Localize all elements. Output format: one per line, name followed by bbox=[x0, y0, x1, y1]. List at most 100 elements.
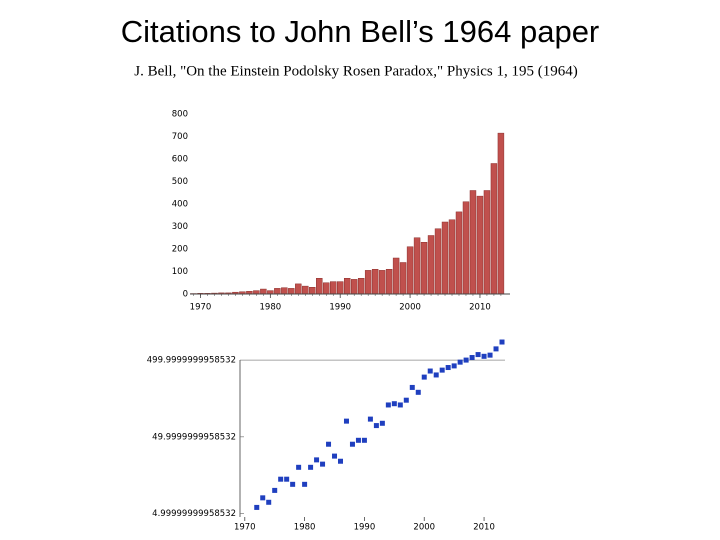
bar bbox=[364, 270, 372, 295]
point bbox=[457, 359, 463, 365]
point bbox=[475, 352, 481, 358]
bar bbox=[406, 246, 414, 295]
y-tick-label: 600 bbox=[172, 155, 188, 165]
point bbox=[391, 401, 397, 407]
bar bbox=[309, 287, 316, 295]
point bbox=[332, 453, 338, 459]
bar bbox=[462, 201, 470, 295]
point bbox=[445, 365, 451, 371]
point bbox=[373, 423, 379, 429]
y-tick-label: 0 bbox=[183, 290, 188, 300]
x-tick-label: 2000 bbox=[413, 523, 435, 533]
bar bbox=[302, 285, 309, 295]
point bbox=[409, 384, 415, 390]
y-tick-label: 500 bbox=[172, 177, 188, 187]
point bbox=[481, 353, 487, 359]
bar bbox=[385, 269, 393, 295]
point bbox=[320, 461, 326, 467]
slide-title: Citations to John Bell’s 1964 paper bbox=[121, 14, 600, 49]
bar bbox=[260, 288, 267, 295]
bar bbox=[497, 132, 505, 295]
point bbox=[469, 355, 475, 361]
y-tick-label: 700 bbox=[172, 132, 188, 142]
point bbox=[272, 487, 278, 493]
point bbox=[421, 374, 427, 380]
y-tick-label: 200 bbox=[172, 245, 188, 255]
x-tick-label: 1970 bbox=[234, 523, 256, 533]
y-tick-label: 100 bbox=[172, 267, 188, 277]
y-tick-label: 800 bbox=[172, 110, 188, 120]
point bbox=[451, 363, 457, 369]
x-tick-label: 1980 bbox=[260, 303, 282, 313]
x-tick-label: 1990 bbox=[329, 303, 351, 313]
x-tick-label: 2000 bbox=[399, 303, 421, 313]
bar bbox=[434, 228, 442, 295]
y-tick-label: 499.9999999958532 bbox=[147, 356, 236, 366]
bar bbox=[253, 290, 260, 295]
point bbox=[337, 458, 343, 464]
bar bbox=[288, 288, 295, 295]
point bbox=[487, 352, 493, 358]
x-tick-label: 1980 bbox=[294, 523, 316, 533]
bar bbox=[441, 221, 449, 295]
y-tick-label: 4.99999999958532 bbox=[152, 509, 236, 519]
bar bbox=[427, 235, 435, 295]
bar bbox=[350, 279, 358, 295]
point bbox=[343, 418, 349, 424]
point bbox=[254, 504, 260, 510]
bar bbox=[490, 163, 498, 295]
point bbox=[499, 339, 505, 345]
bar bbox=[323, 282, 330, 295]
x-tick-label: 2010 bbox=[473, 523, 495, 533]
x-tick-label: 1990 bbox=[354, 523, 376, 533]
bar bbox=[336, 281, 344, 295]
point bbox=[367, 416, 373, 422]
point bbox=[385, 402, 391, 408]
x-tick-label: 2010 bbox=[469, 303, 491, 313]
bar bbox=[295, 283, 302, 295]
y-tick-label: 300 bbox=[172, 222, 188, 232]
bar bbox=[392, 257, 400, 295]
point bbox=[433, 372, 439, 378]
point bbox=[463, 357, 469, 363]
point bbox=[349, 441, 355, 447]
point bbox=[296, 464, 302, 470]
point bbox=[355, 437, 361, 443]
bar bbox=[316, 278, 323, 295]
y-tick-label: 400 bbox=[172, 200, 188, 210]
point bbox=[266, 499, 272, 505]
point bbox=[314, 457, 320, 463]
bar bbox=[476, 195, 484, 295]
x-tick-label: 1970 bbox=[190, 303, 212, 313]
point bbox=[397, 402, 403, 408]
point bbox=[284, 476, 290, 482]
point bbox=[308, 464, 314, 470]
bar bbox=[330, 281, 337, 295]
point bbox=[326, 441, 332, 447]
y-tick-label: 49.9999999958532 bbox=[152, 432, 236, 442]
bar bbox=[378, 270, 386, 295]
bar bbox=[413, 237, 421, 295]
point bbox=[379, 420, 385, 426]
point bbox=[415, 389, 421, 395]
bar bbox=[357, 278, 365, 295]
bar bbox=[420, 242, 428, 295]
point bbox=[278, 476, 284, 482]
bar bbox=[399, 262, 407, 295]
bar bbox=[274, 288, 281, 295]
point bbox=[403, 397, 409, 403]
slide-subtitle: J. Bell, "On the Einstein Podolsky Rosen… bbox=[134, 63, 577, 79]
bar bbox=[267, 290, 274, 295]
point bbox=[361, 437, 367, 443]
point bbox=[427, 368, 433, 374]
point bbox=[290, 481, 296, 487]
bar bbox=[371, 269, 379, 295]
bar bbox=[343, 278, 351, 295]
point bbox=[439, 367, 445, 373]
point bbox=[260, 495, 266, 501]
bar bbox=[281, 287, 288, 295]
bar bbox=[448, 219, 456, 295]
point bbox=[302, 481, 308, 487]
bar bbox=[455, 211, 463, 295]
